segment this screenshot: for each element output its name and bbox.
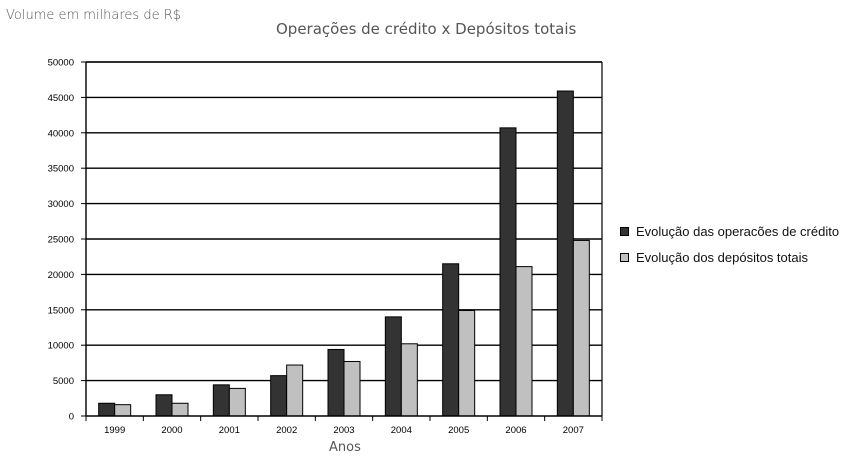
x-tick-label: 2002 (276, 425, 297, 436)
bar-total-deposits (572, 239, 590, 417)
y-tick-label: 40000 (48, 128, 74, 139)
legend-label-deposits: Evolução dos depósitos totais (636, 250, 808, 265)
y-tick-label: 5000 (53, 376, 74, 387)
x-axis-title: Anos (329, 440, 361, 455)
bar-credit-operations (98, 402, 116, 417)
x-tick-label: 2004 (391, 425, 412, 436)
bar-total-deposits (171, 402, 189, 417)
bar-total-deposits (400, 343, 418, 417)
y-tick-label: 15000 (48, 305, 74, 316)
bar-total-deposits (228, 387, 246, 417)
bar-total-deposits (458, 310, 476, 417)
x-tick-label: 2007 (563, 425, 584, 436)
bar-credit-operations (499, 127, 517, 417)
bar-total-deposits (343, 360, 361, 417)
y-axis-title: Volume em milhares de R$ (6, 8, 182, 23)
bar-credit-operations (212, 384, 230, 417)
x-tick-label: 2006 (505, 425, 526, 436)
y-tick-label: 0 (69, 412, 74, 423)
y-tick-label: 50000 (48, 58, 74, 69)
y-tick-label: 10000 (48, 341, 74, 352)
legend-label-credit: Evolução das operacões de crédito (636, 224, 840, 239)
x-tick-label: 2003 (333, 425, 354, 436)
x-tick-label: 2001 (219, 425, 240, 436)
legend-swatch-deposits (620, 253, 629, 262)
y-tick-label: 30000 (48, 199, 74, 210)
y-tick-label: 20000 (48, 270, 74, 281)
x-tick-label: 2005 (448, 425, 469, 436)
bar-credit-operations (442, 263, 460, 417)
bar-credit-operations (327, 348, 345, 417)
bar-credit-operations (556, 90, 574, 417)
bar-credit-operations (155, 394, 173, 417)
y-tick-label: 45000 (48, 93, 74, 104)
bar-credit-operations (384, 316, 402, 417)
bar-total-deposits (286, 364, 304, 417)
bar-credit-operations (270, 375, 288, 417)
x-tick-label: 1999 (104, 425, 125, 436)
chart-title: Operações de crédito x Depósitos totais (276, 20, 577, 38)
legend-swatch-credit (620, 227, 629, 236)
bar-total-deposits (515, 266, 533, 417)
y-tick-label: 35000 (48, 164, 74, 175)
x-tick-label: 2000 (161, 425, 182, 436)
bar-total-deposits (114, 404, 132, 417)
y-tick-label: 25000 (48, 235, 74, 246)
